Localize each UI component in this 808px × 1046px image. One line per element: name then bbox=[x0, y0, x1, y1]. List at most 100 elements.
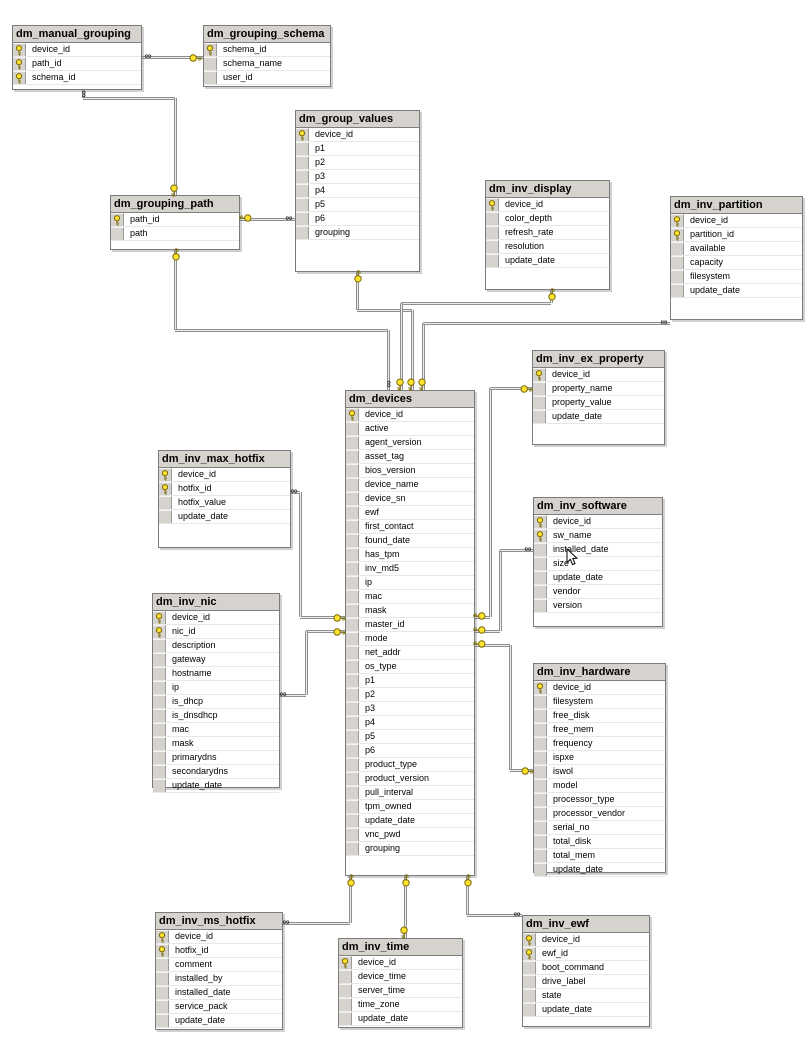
field-row[interactable]: device_id bbox=[339, 956, 462, 970]
field-row[interactable]: first_contact bbox=[346, 520, 474, 534]
field-row[interactable]: processor_vendor bbox=[534, 807, 665, 821]
field-row[interactable]: vnc_pwd bbox=[346, 828, 474, 842]
field-row[interactable]: ewf_id bbox=[523, 947, 649, 961]
table-title[interactable]: dm_inv_max_hotfix bbox=[159, 451, 290, 468]
field-row[interactable]: primarydns bbox=[153, 751, 279, 765]
field-row[interactable]: schema_id bbox=[13, 71, 141, 85]
field-row[interactable]: free_disk bbox=[534, 709, 665, 723]
field-row[interactable]: ip bbox=[153, 681, 279, 695]
field-row[interactable]: property_name bbox=[533, 382, 664, 396]
field-row[interactable]: p4 bbox=[296, 184, 419, 198]
field-row[interactable]: time_zone bbox=[339, 998, 462, 1012]
field-row[interactable]: version bbox=[534, 599, 662, 613]
field-row[interactable]: device_id bbox=[534, 515, 662, 529]
relationship-line-devices-to-software[interactable] bbox=[499, 550, 502, 631]
field-row[interactable]: property_value bbox=[533, 396, 664, 410]
field-row[interactable]: installed_by bbox=[156, 972, 282, 986]
field-row[interactable]: device_id bbox=[523, 933, 649, 947]
table-title[interactable]: dm_grouping_schema bbox=[204, 26, 330, 43]
table-dm_inv_nic[interactable]: dm_inv_nic device_id nic_id description gate… bbox=[152, 593, 280, 793]
relationship-line-devices-to-hardware[interactable] bbox=[475, 644, 510, 647]
table-dm_manual_grouping[interactable]: dm_manual_grouping device_id path_id schema… bbox=[12, 25, 142, 90]
relationship-line-grouping_path-to-group_values[interactable] bbox=[240, 218, 295, 221]
relationship-line-grouping_path-to-devices[interactable] bbox=[175, 329, 388, 332]
table-title[interactable]: dm_manual_grouping bbox=[13, 26, 141, 43]
table-title[interactable]: dm_inv_display bbox=[486, 181, 609, 198]
field-row[interactable]: description bbox=[153, 639, 279, 653]
table-title[interactable]: dm_grouping_path bbox=[111, 196, 239, 213]
field-row[interactable]: serial_no bbox=[534, 821, 665, 835]
table-title[interactable]: dm_inv_ewf bbox=[523, 916, 649, 933]
relationship-line-grouping_path-to-manual_grouping[interactable] bbox=[83, 97, 175, 100]
field-row[interactable]: capacity bbox=[671, 256, 802, 270]
field-row[interactable]: device_sn bbox=[346, 492, 474, 506]
relationship-line-devices-to-ex_property[interactable] bbox=[490, 387, 532, 390]
field-row[interactable]: processor_type bbox=[534, 793, 665, 807]
field-row[interactable]: update_date bbox=[153, 779, 279, 793]
field-row[interactable]: hotfix_id bbox=[159, 482, 290, 496]
field-row[interactable]: available bbox=[671, 242, 802, 256]
field-row[interactable]: product_version bbox=[346, 772, 474, 786]
relationship-line-devices-to-max_hotfix[interactable] bbox=[291, 491, 300, 494]
field-row[interactable]: net_addr bbox=[346, 646, 474, 660]
field-row[interactable]: update_date bbox=[533, 410, 664, 424]
field-row[interactable]: hostname bbox=[153, 667, 279, 681]
relationship-line-group_values-to-devices[interactable] bbox=[356, 272, 359, 310]
field-row[interactable]: drive_label bbox=[523, 975, 649, 989]
field-row[interactable]: total_mem bbox=[534, 849, 665, 863]
relationship-line-grouping_path-to-devices[interactable] bbox=[174, 250, 177, 330]
field-row[interactable]: schema_name bbox=[204, 57, 330, 71]
field-row[interactable]: mac bbox=[346, 590, 474, 604]
relationship-line-display-to-devices[interactable] bbox=[400, 303, 403, 390]
field-row[interactable]: p1 bbox=[346, 674, 474, 688]
field-row[interactable]: os_type bbox=[346, 660, 474, 674]
field-row[interactable]: free_mem bbox=[534, 723, 665, 737]
field-row[interactable]: update_date bbox=[486, 254, 609, 268]
table-dm_grouping_path[interactable]: dm_grouping_path path_id path bbox=[110, 195, 240, 250]
field-row[interactable]: boot_command bbox=[523, 961, 649, 975]
table-title[interactable]: dm_inv_hardware bbox=[534, 664, 665, 681]
relationship-line-devices-to-ex_property[interactable] bbox=[489, 388, 492, 617]
field-row[interactable]: installed_date bbox=[534, 543, 662, 557]
field-row[interactable]: asset_tag bbox=[346, 450, 474, 464]
field-row[interactable]: p5 bbox=[346, 730, 474, 744]
field-row[interactable]: device_id bbox=[533, 368, 664, 382]
field-row[interactable]: ewf bbox=[346, 506, 474, 520]
relationship-line-grouping_path-to-manual_grouping[interactable] bbox=[174, 98, 177, 196]
table-dm_inv_time[interactable]: dm_inv_time device_id device_time server_ti… bbox=[338, 938, 463, 1028]
relationship-line-devices-to-ms_hotfix[interactable] bbox=[349, 876, 352, 923]
field-row[interactable]: mode bbox=[346, 632, 474, 646]
field-row[interactable]: device_id bbox=[346, 408, 474, 422]
relationship-line-devices-to-software[interactable] bbox=[475, 630, 500, 633]
table-dm_inv_display[interactable]: dm_inv_display device_id color_depth refres… bbox=[485, 180, 610, 290]
field-row[interactable]: model bbox=[534, 779, 665, 793]
table-dm_inv_ms_hotfix[interactable]: dm_inv_ms_hotfix device_id hotfix_id commen… bbox=[155, 912, 283, 1030]
table-dm_inv_ewf[interactable]: dm_inv_ewf device_id ewf_id boot_command dri… bbox=[522, 915, 650, 1027]
field-row[interactable]: has_tpm bbox=[346, 548, 474, 562]
field-row[interactable]: path bbox=[111, 227, 239, 241]
field-row[interactable]: mac bbox=[153, 723, 279, 737]
field-row[interactable]: color_depth bbox=[486, 212, 609, 226]
field-row[interactable]: path_id bbox=[13, 57, 141, 71]
field-row[interactable]: update_date bbox=[159, 510, 290, 524]
field-row[interactable]: server_time bbox=[339, 984, 462, 998]
field-row[interactable]: p2 bbox=[296, 156, 419, 170]
table-dm_inv_software[interactable]: dm_inv_software device_id sw_name installed… bbox=[533, 497, 663, 627]
table-dm_inv_hardware[interactable]: dm_inv_hardware device_id filesystem free_d… bbox=[533, 663, 666, 877]
field-row[interactable]: resolution bbox=[486, 240, 609, 254]
relationship-line-devices-to-ewf[interactable] bbox=[466, 876, 469, 915]
field-row[interactable]: master_id bbox=[346, 618, 474, 632]
relationship-line-group_values-to-devices[interactable] bbox=[411, 310, 414, 390]
table-title[interactable]: dm_inv_ms_hotfix bbox=[156, 913, 282, 930]
table-title[interactable]: dm_inv_nic bbox=[153, 594, 279, 611]
field-row[interactable]: p5 bbox=[296, 198, 419, 212]
relationship-line-grouping_path-to-devices[interactable] bbox=[387, 330, 390, 390]
field-row[interactable]: mask bbox=[346, 604, 474, 618]
field-row[interactable]: hotfix_id bbox=[156, 944, 282, 958]
field-row[interactable]: p2 bbox=[346, 688, 474, 702]
relationship-line-devices-to-ms_hotfix[interactable] bbox=[283, 922, 350, 925]
field-row[interactable]: size bbox=[534, 557, 662, 571]
relationship-line-devices-to-max_hotfix[interactable] bbox=[299, 492, 302, 617]
field-row[interactable]: sw_name bbox=[534, 529, 662, 543]
field-row[interactable]: p6 bbox=[296, 212, 419, 226]
